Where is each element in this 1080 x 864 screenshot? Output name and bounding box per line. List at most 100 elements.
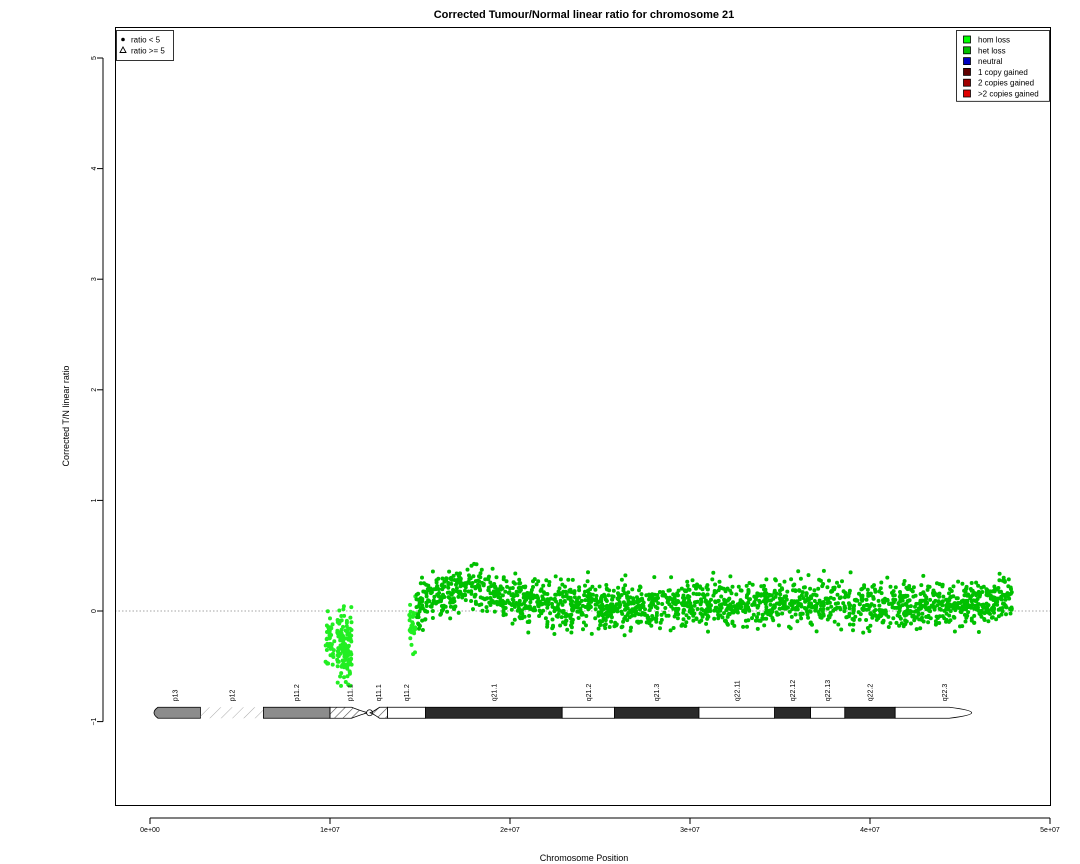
data-point-het-loss [663,606,668,610]
data-point-het-loss [913,593,918,598]
y-axis-label: Corrected T/N linear ratio [61,366,71,467]
data-point-het-loss [425,587,430,592]
data-point-hom-loss [338,674,343,679]
data-point-het-loss [634,608,638,613]
ideogram-band-label: q22.2 [868,684,875,702]
data-point-het-loss [539,611,544,616]
data-point-hom-loss [342,613,347,618]
data-point-het-loss [568,598,573,603]
data-point-het-loss [873,587,877,592]
y-tick-label: 1 [91,498,98,502]
data-point-het-loss [456,573,461,578]
data-point-het-loss [975,597,980,601]
data-point-het-loss [528,606,532,611]
data-point-het-loss [550,617,555,622]
color-legend-entry: 1 copy gained [963,68,1028,77]
data-point-het-loss [782,579,787,584]
data-point-het-loss [857,617,862,622]
data-point-hom-loss [335,680,340,685]
data-point-het-loss [859,597,864,602]
data-point-het-loss [817,577,822,582]
data-point-het-loss [907,598,912,603]
data-point-het-loss [476,578,480,583]
data-point-het-loss [828,611,833,615]
data-point-hom-loss [349,620,354,625]
data-point-het-loss [447,569,452,574]
data-point-het-loss [511,580,516,585]
shape-legend-entry: ratio >= 5 [119,46,165,56]
data-point-het-loss [706,629,710,634]
data-point-het-loss [705,613,710,618]
data-point-het-loss [623,607,628,612]
data-point-het-loss [420,599,425,604]
color-swatch [963,68,971,76]
data-point-het-loss [819,603,824,608]
data-point-het-loss [981,602,986,607]
data-point-het-loss [480,608,485,613]
data-point-het-loss [429,591,433,596]
data-point-het-loss [674,606,679,611]
data-point-het-loss [494,575,499,580]
data-point-het-loss [685,579,690,584]
data-point-het-loss [618,602,623,607]
data-point-het-loss [972,620,977,625]
data-point-het-loss [962,593,967,598]
data-point-het-loss [630,587,635,592]
y-tick-label: 4 [91,167,98,171]
data-point-het-loss [920,615,924,620]
data-point-het-loss [559,615,564,620]
data-point-het-loss [683,589,688,594]
data-point-het-loss [862,583,867,588]
data-point-hom-loss [335,628,340,633]
data-point-het-loss [658,626,662,631]
data-point-het-loss [639,592,644,597]
data-point-het-loss [772,605,777,610]
data-point-het-loss [517,577,522,582]
data-point-het-loss [728,607,733,612]
data-point-het-loss [558,577,563,582]
data-point-het-loss [438,612,443,617]
shape-legend: ratio < 5 ratio >= 5 [116,30,174,61]
data-point-het-loss [563,589,568,594]
data-point-het-loss [870,584,875,589]
data-point-het-loss [553,574,558,579]
data-point-het-loss [846,601,851,606]
ideogram-band-label: q22.3 [942,684,949,702]
data-point-het-loss [726,612,731,617]
data-point-het-loss [585,579,590,584]
data-point-het-loss [980,590,985,594]
data-point-het-loss [955,596,960,601]
data-point-het-loss [764,607,769,612]
data-point-het-loss [563,594,568,599]
ideogram-band-label: q22.11 [734,680,741,701]
data-point-het-loss [933,598,938,603]
data-point-het-loss [583,589,587,594]
data-point-het-loss [659,612,664,617]
color-legend-label: het loss [978,46,1006,55]
data-point-het-loss [652,616,657,621]
data-point-het-loss [841,601,846,606]
data-point-het-loss [805,596,810,601]
data-point-het-loss [568,616,573,621]
data-point-het-loss [947,591,951,596]
data-point-het-loss [684,620,689,625]
data-point-het-loss [755,615,759,620]
data-point-het-loss [996,607,1001,612]
data-point-het-loss [581,627,585,632]
data-point-het-loss [842,609,847,614]
data-point-hom-loss [328,616,332,621]
data-point-het-loss [707,606,712,611]
data-point-hom-loss [341,661,346,666]
data-point-het-loss [423,609,428,614]
data-point-het-loss [510,621,515,626]
data-point-het-loss [432,587,437,592]
data-point-het-loss [451,573,456,578]
data-point-het-loss [416,591,421,596]
data-point-het-loss [484,596,489,601]
data-point-het-loss [806,573,811,578]
color-legend-label: hom loss [978,36,1010,45]
data-point-het-loss [544,578,549,583]
data-point-het-loss [762,591,767,596]
data-point-het-loss [593,607,598,612]
ideogram-band: q11.1 [369,684,388,719]
